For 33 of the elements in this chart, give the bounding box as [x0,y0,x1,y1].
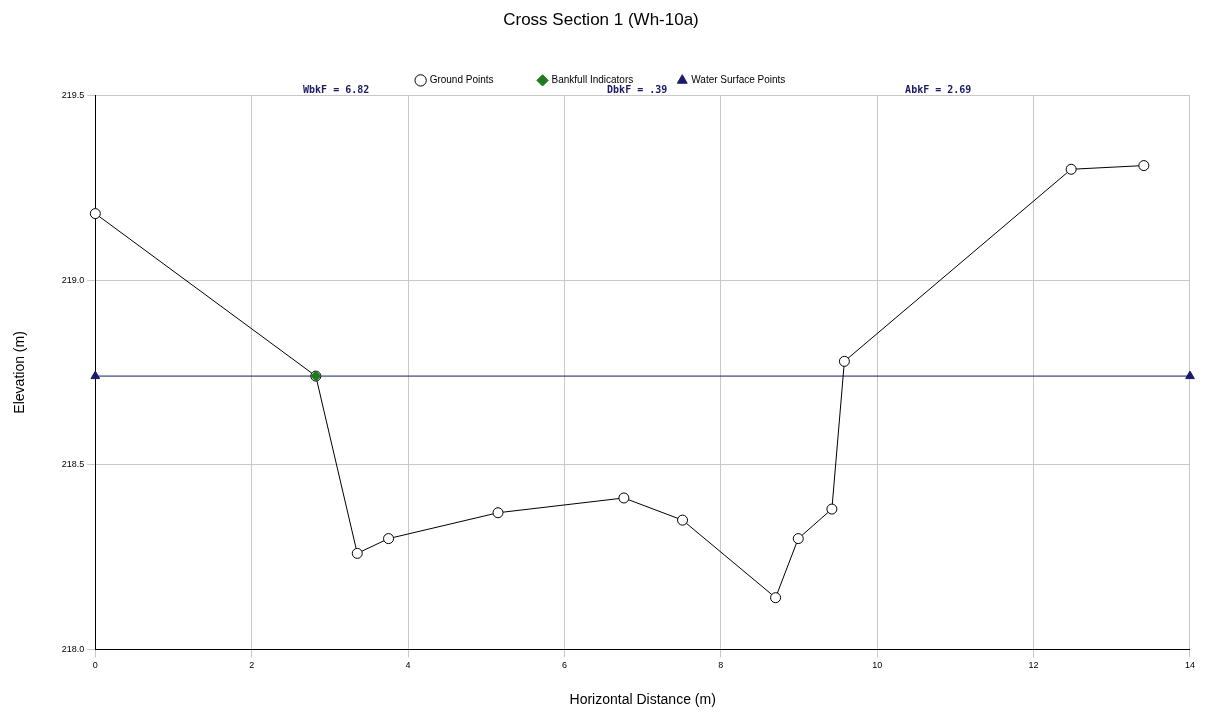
point [618,492,630,504]
x-tick-label: 0 [92,660,98,671]
x-tick-label: 6 [561,660,567,671]
point [792,533,804,545]
x-tick-label: 10 [872,660,883,671]
x-tick-label: 12 [1028,660,1039,671]
point [770,592,782,604]
point [826,503,838,515]
point [89,208,101,220]
point [1138,160,1150,172]
text: WbkF = 6.82 [303,83,370,95]
legend-label: Water Surface Points [691,74,786,86]
y-tick-label: 219.0 [61,274,85,285]
point [838,355,850,367]
text: AbkF = 2.69 [905,83,972,95]
point [1065,163,1077,175]
point [351,547,363,559]
y-axis-title: Elevation (m) [11,331,28,414]
point [383,533,395,545]
legend-label: Bankfull Indicators [551,74,634,86]
point [492,507,504,519]
legend-label: Ground Points [429,74,494,86]
y-tick-label: 219.5 [61,89,85,100]
y-tick-label: 218.5 [61,459,85,470]
chart-title: Cross Section 1 (Wh-10a) [503,9,699,29]
y-tick-label: 218.0 [61,643,85,654]
x-tick-label: 14 [1184,660,1195,671]
x-tick-label: 8 [718,660,724,671]
point [677,514,689,526]
x-axis-title: Horizontal Distance (m) [569,691,716,708]
text: DbkF = .39 [607,83,668,95]
x-tick-label: 4 [405,660,411,671]
x-tick-label: 2 [249,660,255,671]
